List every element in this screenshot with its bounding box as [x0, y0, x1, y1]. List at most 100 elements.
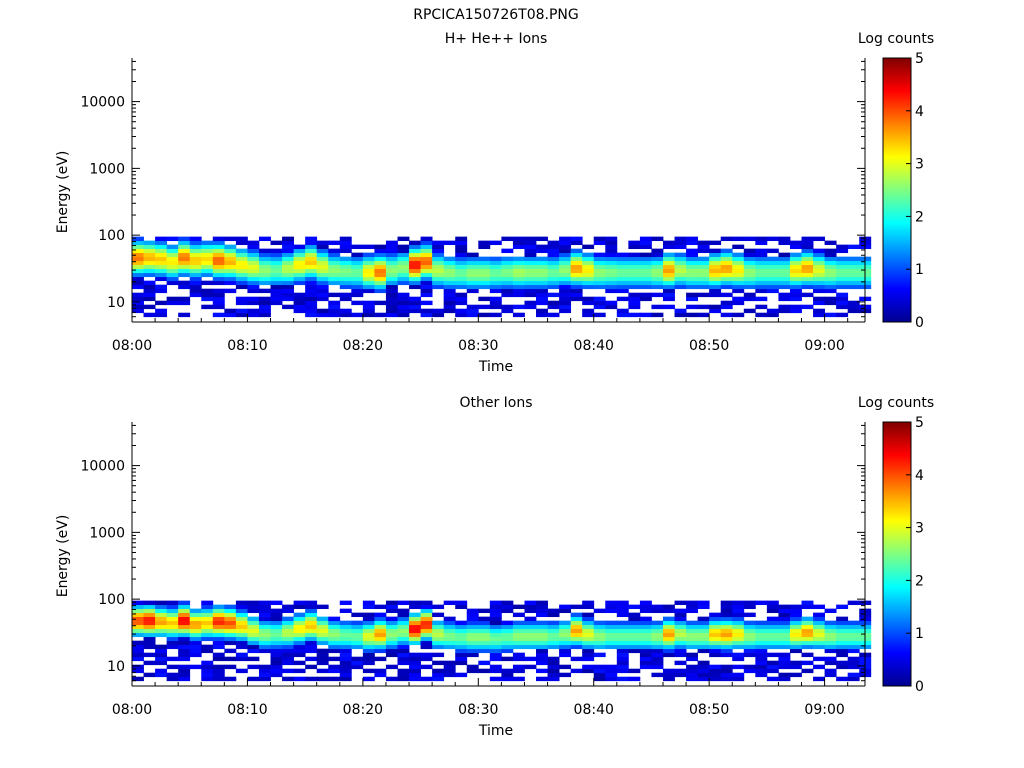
spectrogram-cell	[755, 260, 768, 266]
spectrogram-cell	[836, 616, 849, 622]
spectrogram-cell	[628, 260, 641, 266]
spectrogram-cell	[847, 260, 860, 266]
spectrogram-cell	[258, 624, 271, 630]
spectrogram-cell	[616, 620, 629, 626]
spectrogram-cell	[305, 272, 318, 278]
spectrogram-cell	[478, 268, 491, 274]
spectrogram-cell	[512, 628, 525, 634]
spectrogram-cell	[524, 632, 537, 638]
y-tick-label: 10	[107, 295, 125, 311]
spectrogram-cell	[293, 632, 306, 638]
spectrogram-cell	[247, 284, 260, 290]
colorbar-tick-label: 0	[915, 315, 924, 331]
spectrogram-cell	[801, 276, 814, 282]
spectrogram-cell	[224, 244, 237, 250]
spectrogram-cell	[374, 636, 387, 642]
spectrogram-cell	[639, 640, 652, 646]
spectrogram-cell	[536, 300, 548, 306]
spectrogram-cell	[628, 676, 641, 682]
spectrogram-cell	[709, 292, 722, 298]
spectrogram-cell	[478, 256, 491, 262]
spectrogram-cell	[258, 644, 271, 650]
colorbar-tick-label: 1	[915, 626, 924, 642]
spectrogram-cell	[720, 256, 733, 262]
spectrogram-cell	[813, 632, 825, 638]
spectrogram-cell	[570, 284, 583, 290]
spectrogram-cell	[686, 624, 699, 630]
spectrogram-cell	[674, 312, 687, 318]
spectrogram-cell	[189, 276, 202, 282]
spectrogram-cell	[501, 288, 514, 294]
spectrogram-cell	[282, 252, 294, 258]
spectrogram-cell	[813, 256, 825, 262]
spectrogram-cell	[801, 628, 814, 634]
spectrogram-cell	[212, 652, 225, 658]
spectrogram-cell	[559, 644, 572, 650]
x-tick-label: 08:40	[574, 702, 614, 718]
spectrogram-cell	[339, 280, 352, 286]
spectrogram-cell	[374, 632, 387, 638]
spectrogram-cell	[212, 300, 225, 306]
spectrogram-cell	[328, 668, 341, 674]
spectrogram-cell	[662, 268, 675, 274]
spectrogram-cell	[247, 268, 260, 274]
spectrogram-cell	[547, 304, 560, 310]
spectrogram-cell	[178, 672, 191, 678]
spectrogram-cell	[639, 268, 652, 274]
y-axis-label-other: Energy (eV)	[55, 515, 71, 598]
spectrogram-cell	[662, 640, 675, 646]
spectrogram-cell	[258, 272, 271, 278]
spectrogram-cell	[662, 628, 675, 634]
spectrogram-cell	[709, 272, 722, 278]
spectrogram-cell	[801, 240, 814, 246]
spectrogram-cell	[305, 608, 318, 614]
spectrogram-cell	[501, 640, 514, 646]
spectrogram-cell	[443, 632, 456, 638]
spectrogram-cell	[155, 628, 168, 634]
spectrogram-cell	[293, 628, 306, 634]
spectrogram-cell	[397, 296, 410, 302]
spectrogram-cell	[443, 624, 456, 630]
spectrogram-cell	[455, 620, 468, 626]
spectrogram-cell	[339, 668, 352, 674]
spectrogram-cell	[155, 604, 168, 610]
spectrogram-cell	[789, 296, 802, 302]
spectrogram-cell	[132, 628, 144, 634]
spectrogram-cell	[478, 312, 491, 318]
y-tick-label: 1000	[89, 525, 125, 541]
spectrogram-cell	[374, 244, 387, 250]
spectrogram-cell	[351, 256, 364, 262]
spectrogram-cell	[824, 240, 837, 246]
spectrogram-cell	[132, 240, 144, 246]
x-tick-label: 09:00	[804, 702, 844, 718]
spectrogram-cell	[813, 644, 825, 650]
x-tick-label: 08:00	[112, 338, 152, 354]
spectrogram-cell	[489, 296, 502, 302]
spectrogram-cell	[189, 260, 202, 266]
spectrogram-cell	[651, 620, 664, 626]
spectrogram-cell	[374, 668, 387, 674]
spectrogram-cell	[697, 240, 710, 246]
spectrogram-cell	[293, 252, 306, 258]
spectrogram-cell	[132, 244, 144, 250]
spectrogram-cell	[443, 288, 456, 294]
spectrogram-cell	[582, 652, 595, 658]
spectrogram-cell	[570, 604, 583, 610]
spectrogram-cell	[593, 624, 606, 630]
spectrogram-cell	[212, 236, 225, 242]
spectrogram-cell	[813, 664, 825, 670]
spectrogram-cell	[559, 648, 572, 654]
spectrogram-cell	[374, 672, 387, 678]
spectrogram-cell	[686, 240, 699, 246]
spectrogram-cell	[547, 620, 560, 626]
spectrogram-cell	[547, 292, 560, 298]
spectrogram-cell	[662, 652, 675, 658]
spectrogram-cell	[293, 616, 306, 622]
spectrogram-cell	[686, 668, 699, 674]
spectrogram-cell	[662, 676, 675, 682]
spectrogram-cell	[524, 640, 537, 646]
spectrogram-cell	[605, 672, 618, 678]
spectrogram-cell	[351, 288, 364, 294]
spectrogram-cell	[385, 260, 398, 266]
spectrogram-cell	[212, 628, 225, 634]
